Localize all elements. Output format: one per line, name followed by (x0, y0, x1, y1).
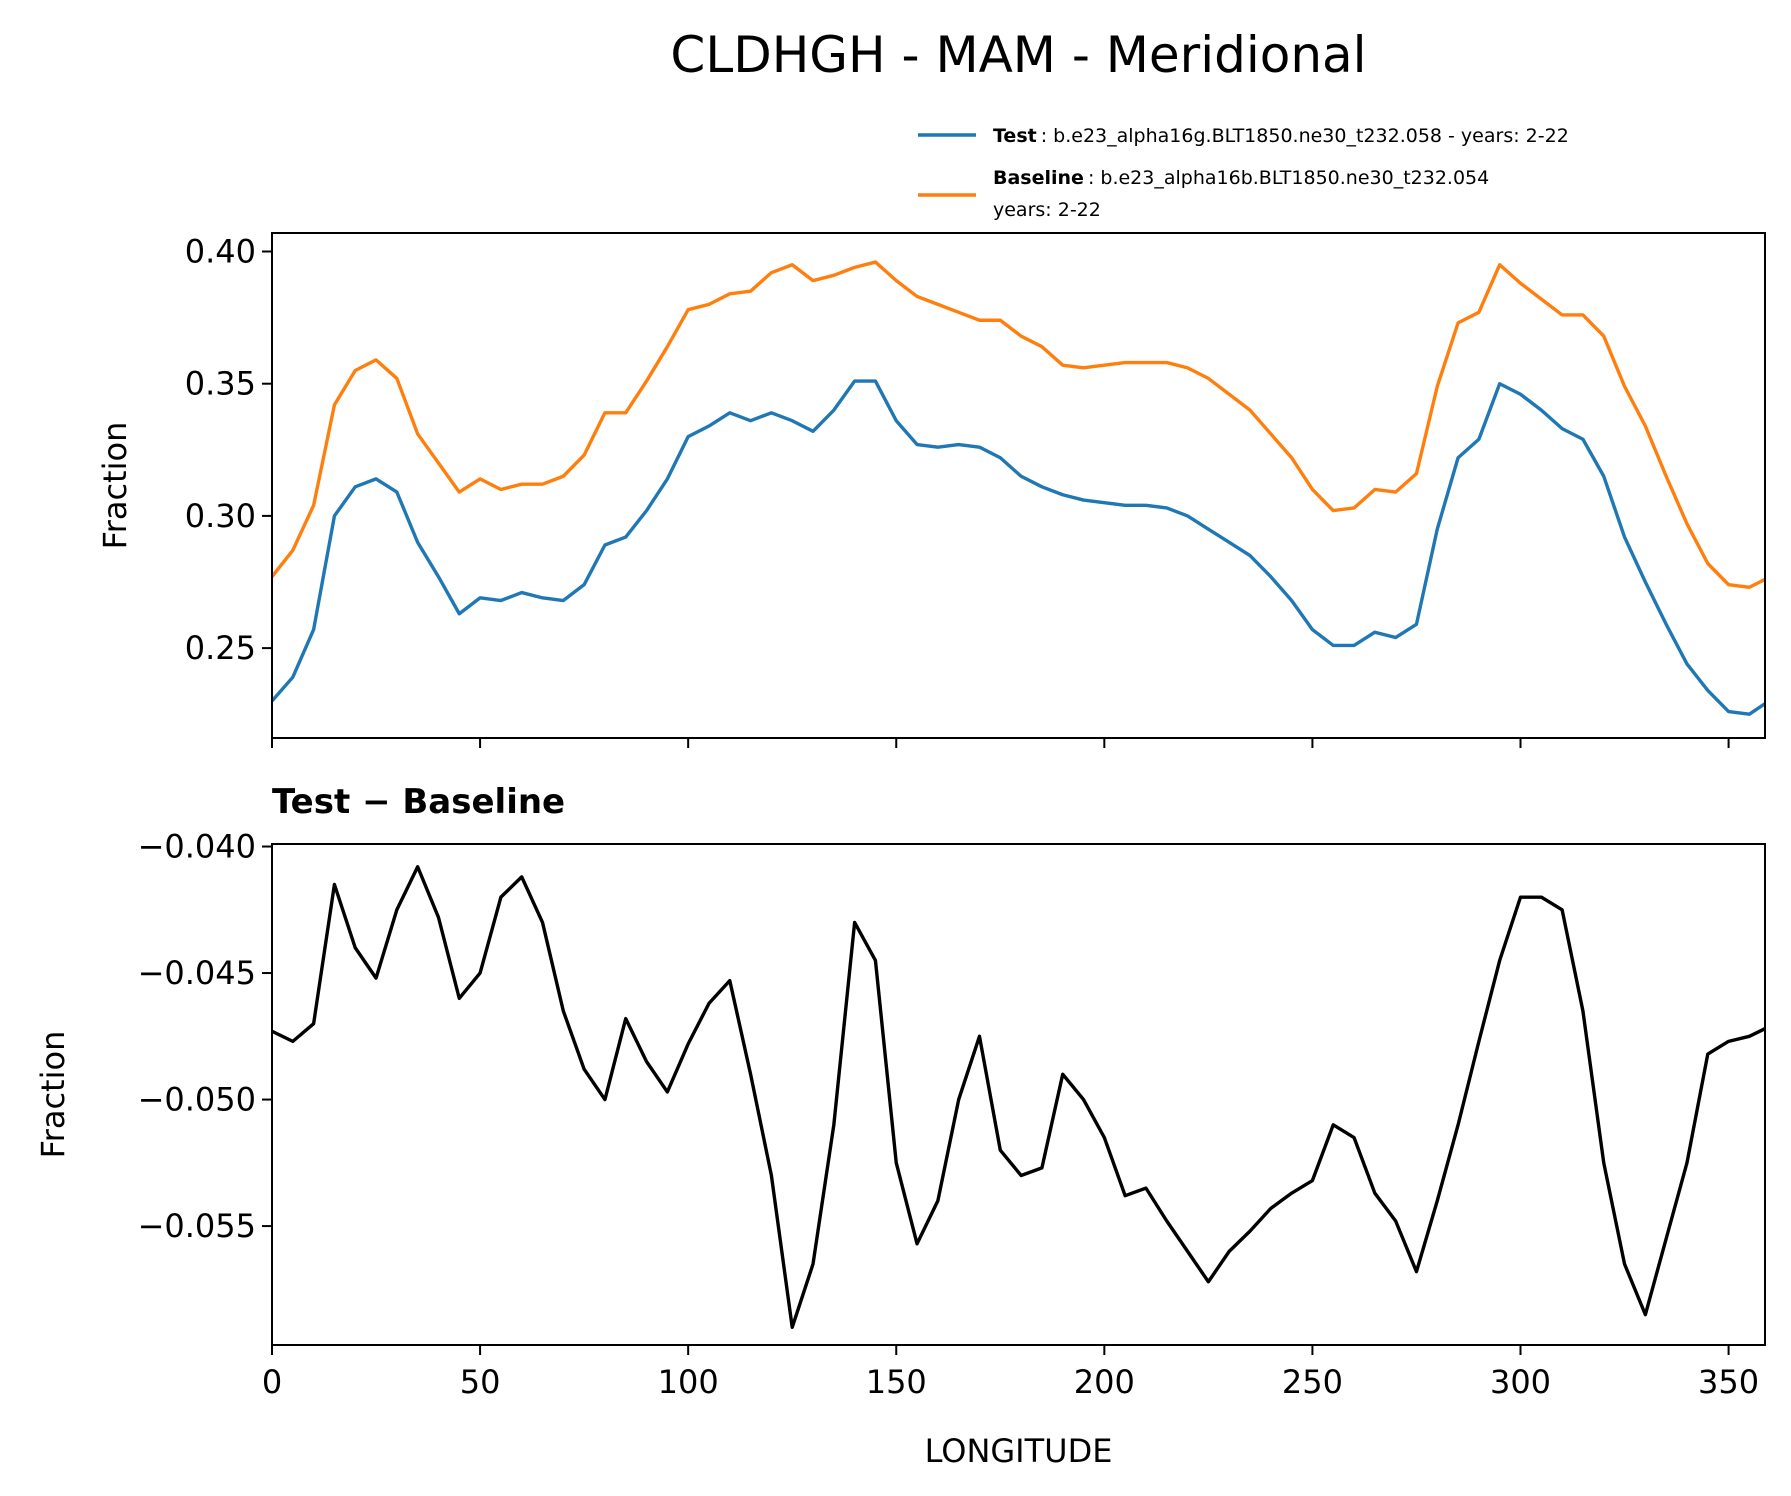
y-tick-label: 0.40 (185, 233, 256, 271)
x-tick-label: 200 (1074, 1363, 1135, 1401)
x-tick-label: 150 (866, 1363, 927, 1401)
legend-entry: Test: b.e23_alpha16g.BLT1850.ne30_t232.0… (993, 125, 1569, 147)
x-tick-label: 50 (460, 1363, 501, 1401)
data-line (271, 865, 1766, 1329)
axes-frame (271, 843, 1766, 1346)
y-tick-label: −0.045 (138, 954, 256, 992)
x-tick-label: 100 (658, 1363, 719, 1401)
y-tick-label: 0.25 (185, 629, 256, 667)
y-tick-label: −0.050 (138, 1081, 256, 1119)
y-tick-label: −0.040 (138, 828, 256, 866)
y-tick-label: −0.055 (138, 1207, 256, 1245)
y-axis-label: Fraction (96, 422, 134, 550)
x-tick-label: 300 (1490, 1363, 1551, 1401)
legend-entry: Baseline: b.e23_alpha16b.BLT1850.ne30_t2… (993, 167, 1489, 189)
data-line (270, 260, 1766, 589)
y-tick-label: 0.35 (185, 365, 256, 403)
chart-title: CLDHGH - MAM - Meridional (670, 26, 1366, 84)
x-tick-label: 250 (1282, 1363, 1343, 1401)
data-line (270, 379, 1766, 716)
legend-description: : b.e23_alpha16g.BLT1850.ne30_t232.058 -… (1041, 125, 1569, 147)
x-tick-label: 350 (1698, 1363, 1759, 1401)
subplot-title: Test − Baseline (272, 782, 565, 822)
y-axis-label: Fraction (34, 1031, 72, 1159)
legend-name: Test (993, 125, 1037, 147)
x-axis-label: LONGITUDE (925, 1432, 1113, 1470)
legend-name: Baseline (993, 167, 1084, 189)
axes-frame (271, 232, 1766, 739)
legend-description: : b.e23_alpha16b.BLT1850.ne30_t232.054 (1088, 167, 1489, 189)
legend-description-line: years: 2-22 (993, 199, 1101, 221)
y-tick-label: 0.30 (185, 497, 256, 535)
x-tick-label: 0 (262, 1363, 282, 1401)
